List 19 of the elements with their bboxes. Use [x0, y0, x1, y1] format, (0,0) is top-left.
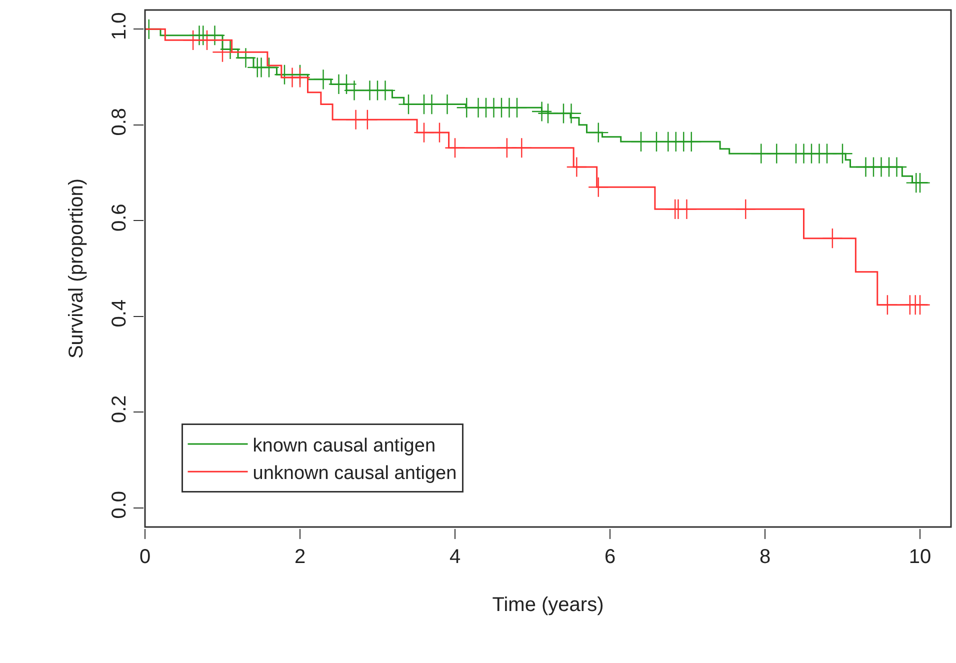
- x-tick-label: 2: [294, 546, 306, 568]
- x-tick-label: 8: [759, 546, 771, 568]
- point: [910, 172, 930, 194]
- point: [531, 101, 552, 122]
- legend-label: known causal antigen: [252, 435, 436, 456]
- x-tick-label: 10: [908, 546, 932, 568]
- x-tick-label: 0: [139, 546, 151, 568]
- y-tick-label: 0.2: [108, 395, 130, 424]
- y-tick-label: 0.8: [108, 108, 130, 136]
- y-axis-title: Survival (proportion): [65, 178, 88, 359]
- legend-label: unknown causal antigen: [252, 463, 457, 484]
- y-tick-label: 1.0: [108, 12, 130, 40]
- x-tick-label: 4: [449, 546, 461, 568]
- y-tick-label: 0.0: [108, 490, 130, 519]
- x-tick-label: 6: [604, 546, 616, 568]
- x-axis-title: Time (years): [492, 594, 604, 616]
- y-tick-label: 0.6: [108, 204, 130, 232]
- y-tick-label: 0.4: [108, 299, 130, 328]
- point: [220, 38, 241, 60]
